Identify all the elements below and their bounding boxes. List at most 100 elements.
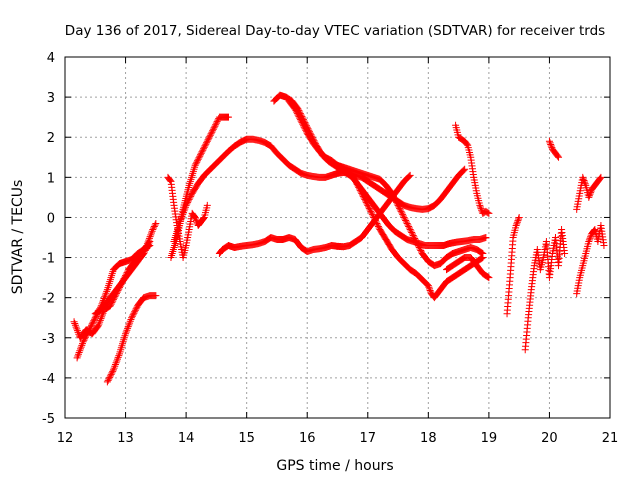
data-point: [587, 233, 595, 241]
data-point: [547, 142, 555, 150]
data-point: [393, 200, 401, 208]
data-point: [296, 114, 304, 122]
data-point: [82, 332, 90, 340]
data-point: [479, 250, 487, 258]
data-point: [400, 213, 408, 221]
data-point: [107, 300, 115, 308]
data-point: [111, 362, 119, 370]
data-point: [210, 124, 218, 132]
y-tick-label: -3: [42, 332, 55, 347]
data-point: [585, 192, 593, 200]
data-point: [199, 146, 207, 154]
data-point: [362, 198, 370, 206]
data-point: [414, 241, 422, 249]
data-point: [197, 149, 205, 157]
data-point: [148, 227, 156, 235]
data-point: [96, 318, 104, 326]
x-tick-label: 19: [481, 431, 498, 446]
data-point: [478, 249, 486, 257]
data-point: [126, 319, 134, 327]
data-point: [192, 160, 200, 168]
data-point: [402, 218, 410, 226]
data-point: [352, 177, 360, 185]
data-point: [87, 321, 95, 329]
data-point: [152, 292, 160, 300]
data-point: [554, 152, 562, 160]
data-point: [426, 285, 434, 293]
data-point: [393, 198, 401, 206]
data-point: [476, 203, 484, 211]
data-point: [143, 244, 151, 252]
data-point: [85, 326, 93, 334]
data-point: [140, 248, 148, 256]
data-point: [374, 222, 382, 230]
data-point: [141, 247, 149, 255]
data-point: [152, 219, 160, 227]
series-track-4: [91, 238, 154, 318]
data-point: [515, 215, 523, 223]
data-point: [417, 247, 425, 255]
data-point: [72, 323, 80, 331]
data-point: [127, 316, 135, 324]
data-point: [484, 273, 492, 281]
data-point: [179, 209, 187, 217]
data-point: [394, 201, 402, 209]
data-point: [363, 200, 371, 208]
data-point: [202, 140, 210, 148]
data-point: [177, 214, 185, 222]
data-point: [389, 191, 397, 199]
data-point: [194, 155, 202, 163]
data-point: [106, 372, 114, 380]
data-point: [180, 207, 188, 215]
data-series: [70, 91, 608, 386]
data-point: [356, 186, 364, 194]
y-tick-label: -2: [42, 292, 55, 307]
data-point: [204, 136, 212, 144]
data-point: [106, 373, 114, 381]
data-point: [91, 315, 99, 323]
data-point: [203, 201, 211, 209]
x-tick-label: 18: [420, 431, 437, 446]
data-point: [95, 320, 103, 328]
data-point: [579, 173, 587, 181]
data-point: [124, 323, 132, 331]
data-point: [123, 326, 131, 334]
data-point: [301, 125, 309, 133]
y-tick-label: -5: [42, 412, 55, 427]
data-point: [352, 179, 360, 187]
data-point: [296, 116, 304, 124]
data-point: [291, 105, 299, 113]
data-point: [585, 193, 593, 201]
data-point: [77, 343, 85, 351]
data-point: [76, 345, 84, 353]
data-point: [398, 209, 406, 217]
data-point: [476, 201, 484, 209]
data-point: [89, 318, 97, 326]
data-point: [79, 338, 87, 346]
data-point: [424, 282, 432, 290]
data-point: [101, 291, 109, 299]
data-point: [203, 137, 211, 145]
data-point: [150, 224, 158, 232]
data-point: [477, 255, 485, 263]
series-track-18: [573, 173, 605, 213]
data-point: [184, 197, 192, 205]
data-point: [186, 194, 194, 202]
data-point: [142, 245, 150, 253]
data-point: [555, 153, 563, 161]
data-point: [391, 195, 399, 203]
data-point: [178, 212, 186, 220]
data-point: [191, 161, 199, 169]
x-tick-label: 21: [602, 431, 619, 446]
data-point: [104, 376, 112, 384]
data-point: [205, 134, 213, 142]
series-track-12: [443, 254, 493, 282]
series-track-13: [164, 173, 211, 262]
data-point: [408, 230, 416, 238]
data-point: [78, 341, 86, 349]
data-point: [73, 325, 81, 333]
data-point: [132, 305, 140, 313]
data-point: [409, 231, 417, 239]
data-point: [368, 210, 376, 218]
